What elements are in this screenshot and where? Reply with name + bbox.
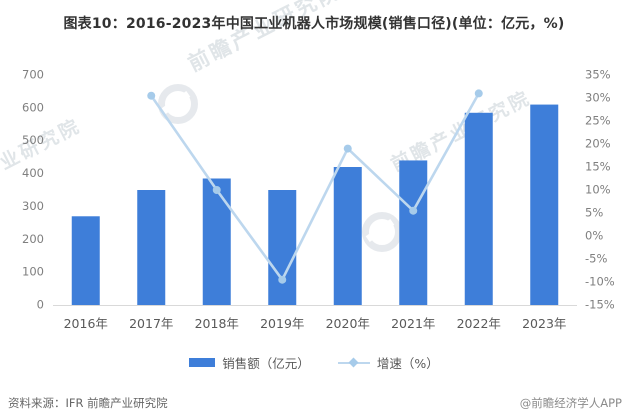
left-axis-tick: 500 bbox=[22, 133, 44, 147]
bar-2020年 bbox=[333, 167, 362, 305]
x-axis-label-2018年: 2018年 bbox=[195, 316, 239, 331]
growth-marker bbox=[147, 91, 156, 100]
x-axis-label-2022年: 2022年 bbox=[457, 316, 501, 331]
left-axis-tick: 400 bbox=[22, 166, 44, 180]
chart-canvas: 700 600 500 400 300 200 100 0 35% 30% 25% 20% 15% 10%… bbox=[22, 68, 615, 332]
right-axis-tick: -10% bbox=[585, 275, 615, 289]
x-axis-label-2016年: 2016年 bbox=[64, 316, 108, 331]
x-axis-label-2023年: 2023年 bbox=[522, 316, 566, 331]
bar-2019年 bbox=[268, 190, 297, 305]
legend: 销售额（亿元） 增速（%） bbox=[0, 353, 628, 372]
right-axis-tick: 35% bbox=[585, 68, 611, 82]
bar-swatch-icon bbox=[189, 358, 216, 367]
credit-note: @前瞻经济学人APP bbox=[519, 396, 622, 410]
growth-marker bbox=[278, 275, 287, 284]
legend-label-sales: 销售额（亿元） bbox=[222, 356, 310, 371]
growth-marker bbox=[409, 206, 418, 215]
growth-line bbox=[150, 92, 480, 282]
growth-marker bbox=[212, 186, 221, 194]
left-axis-tick: 0 bbox=[37, 298, 44, 312]
right-axis-tick: 5% bbox=[585, 206, 603, 220]
legend-item-growth: 增速（%） bbox=[337, 353, 439, 372]
x-axis-label-2019年: 2019年 bbox=[260, 316, 304, 331]
right-axis-tick: 20% bbox=[585, 137, 611, 151]
growth-marker bbox=[343, 144, 352, 153]
source-note: 资料来源：IFR 前瞻产业研究院 bbox=[8, 396, 168, 410]
left-axis-tick: 700 bbox=[22, 68, 44, 82]
right-axis-tick: 15% bbox=[585, 160, 611, 174]
left-axis-tick: 100 bbox=[22, 265, 44, 279]
right-axis-tick: 30% bbox=[585, 91, 611, 105]
right-axis-tick: 25% bbox=[585, 114, 611, 128]
bar-2017年 bbox=[137, 190, 166, 305]
bar-2016年 bbox=[71, 216, 100, 305]
x-axis-label-2017年: 2017年 bbox=[129, 316, 173, 331]
right-axis-tick: -5% bbox=[585, 252, 607, 266]
chart-title: 图表10：2016-2023年中国工业机器人市场规模(销售口径)(单位：亿元，%… bbox=[63, 16, 565, 32]
growth-marker bbox=[474, 89, 483, 98]
left-axis-tick: 600 bbox=[22, 100, 44, 114]
legend-item-sales: 销售额（亿元） bbox=[189, 353, 310, 372]
bar-2021年 bbox=[399, 160, 428, 305]
bar-2023年 bbox=[530, 104, 559, 305]
right-axis-tick: -15% bbox=[585, 298, 615, 312]
x-axis-label-2021年: 2021年 bbox=[391, 316, 435, 331]
left-axis-tick: 300 bbox=[22, 199, 44, 213]
line-swatch-icon bbox=[337, 357, 370, 368]
right-axis-tick: 0% bbox=[585, 229, 603, 243]
bar-2018年 bbox=[202, 178, 231, 305]
bar-2022年 bbox=[464, 112, 493, 306]
left-axis-tick: 200 bbox=[22, 232, 44, 246]
right-axis-tick: 10% bbox=[585, 183, 611, 197]
x-axis-label-2020年: 2020年 bbox=[326, 316, 370, 331]
legend-label-growth: 增速（%） bbox=[376, 356, 439, 371]
